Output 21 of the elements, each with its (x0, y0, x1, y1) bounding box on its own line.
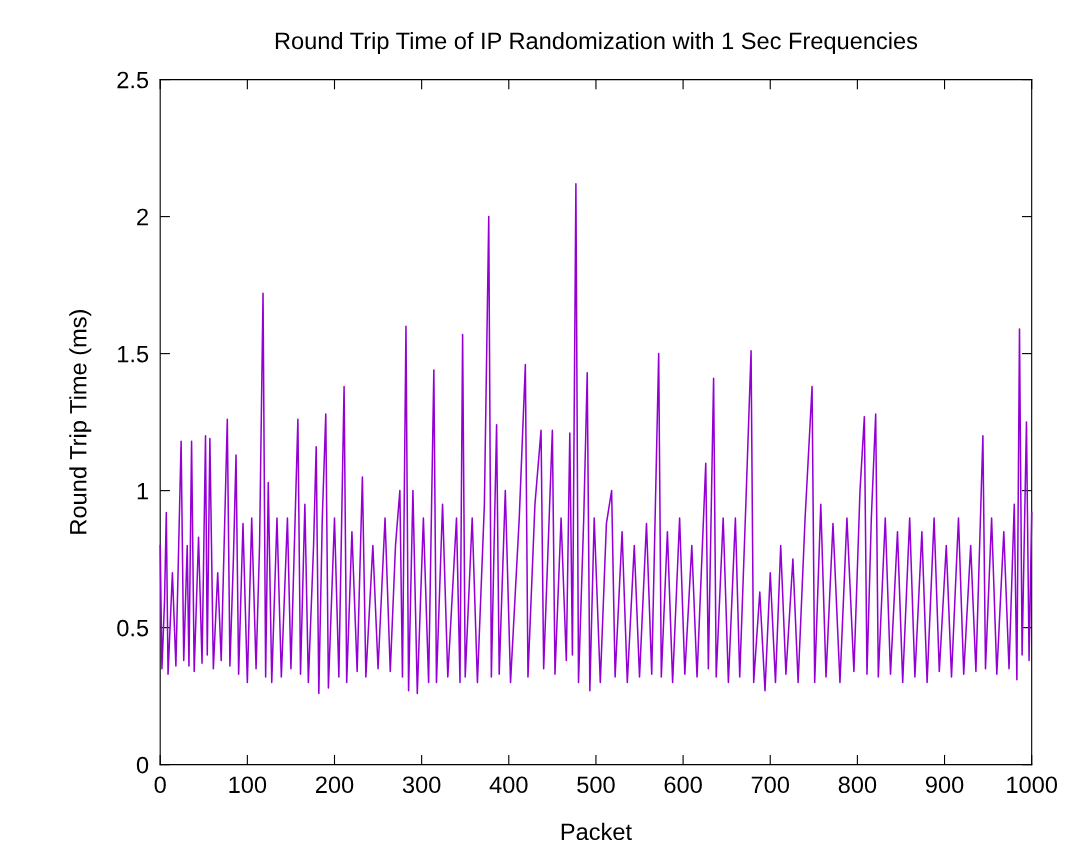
y-axis-title: Round Trip Time (ms) (69, 310, 92, 534)
y-tick-label: 1 (137, 482, 148, 500)
line-series (159, 182, 1033, 695)
x-tick-label: 400 (489, 776, 528, 794)
x-tick-label: 300 (402, 776, 441, 794)
y-tick-label: 2 (137, 208, 148, 226)
x-tick-label: 0 (154, 776, 166, 794)
x-tick-label: 100 (229, 776, 267, 794)
y-tick-label: 0.5 (117, 619, 149, 637)
x-tick-label: 500 (577, 776, 615, 794)
y-tick-label: 2.5 (117, 71, 149, 89)
x-tick-label: 1000 (1007, 776, 1058, 794)
x-tick-label: 200 (315, 776, 354, 794)
x-tick-label: 800 (838, 776, 877, 794)
x-tick-label: 700 (751, 776, 790, 794)
x-tick-label: 900 (925, 776, 964, 794)
chart-title: Round Trip Time of IP Randomization with 1 Sec Frequencies (275, 31, 918, 54)
x-tick-label: 600 (664, 776, 702, 794)
y-tick-label: 0 (136, 756, 149, 774)
x-axis-title: Packet (561, 822, 632, 841)
y-tick-label: 1.5 (118, 345, 149, 363)
